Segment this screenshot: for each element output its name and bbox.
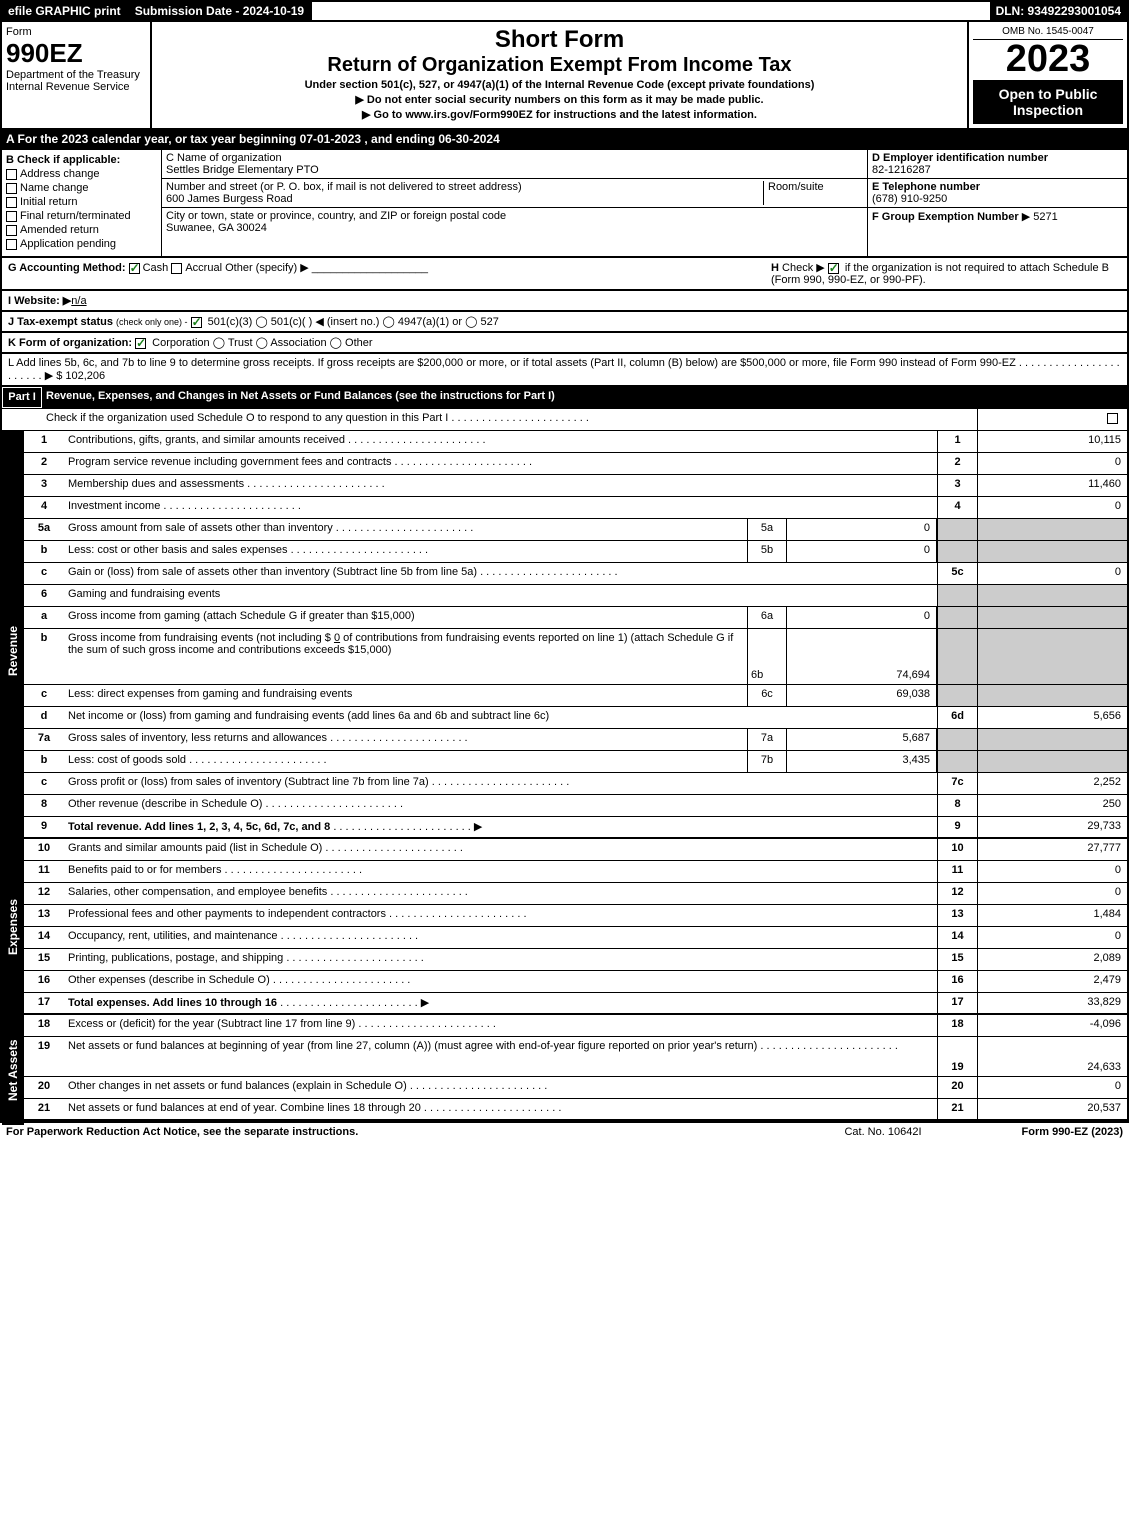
chk-schedule-o[interactable] xyxy=(1107,413,1118,424)
footer-catno: Cat. No. 10642I xyxy=(844,1126,921,1138)
group-number: ▶ 5271 xyxy=(1022,211,1058,223)
irs-label: Internal Revenue Service xyxy=(6,81,146,93)
line-11: 11Benefits paid to or for members110 xyxy=(0,861,1129,883)
d-ein-label: D Employer identification number xyxy=(872,152,1048,164)
section-d: D Employer identification number 82-1216… xyxy=(867,150,1127,256)
form-label: Form xyxy=(6,26,146,38)
revenue-tab: Revenue xyxy=(2,431,24,871)
chk-address-change[interactable]: Address change xyxy=(6,168,157,180)
line-16: 16Other expenses (describe in Schedule O… xyxy=(0,971,1129,993)
c-addr-label: Number and street (or P. O. box, if mail… xyxy=(166,181,763,193)
line-6a: aGross income from gaming (attach Schedu… xyxy=(0,607,1129,629)
part1-check: Check if the organization used Schedule … xyxy=(0,409,1129,431)
chk-name-change[interactable]: Name change xyxy=(6,182,157,194)
line-15: 15Printing, publications, postage, and s… xyxy=(0,949,1129,971)
line-9: 9Total revenue. Add lines 1, 2, 3, 4, 5c… xyxy=(0,817,1129,839)
f-group-label: F Group Exemption Number xyxy=(872,211,1019,223)
org-info-grid: B Check if applicable: Address change Na… xyxy=(0,150,1129,258)
chk-schedule-b[interactable] xyxy=(828,263,839,274)
line-17: 17Total expenses. Add lines 10 through 1… xyxy=(0,993,1129,1015)
part1-label: Part I xyxy=(2,387,42,408)
gross-receipts: ▶ $ 102,206 xyxy=(45,370,105,382)
part1-title: Revenue, Expenses, and Changes in Net As… xyxy=(42,387,1127,408)
line-13: 13Professional fees and other payments t… xyxy=(0,905,1129,927)
top-bar: efile GRAPHIC print Submission Date - 20… xyxy=(0,0,1129,22)
g-label: G Accounting Method: xyxy=(8,262,126,274)
netassets-tab: Net Assets xyxy=(2,1015,24,1125)
expenses-tab: Expenses xyxy=(2,839,24,1015)
line-6d: dNet income or (loss) from gaming and fu… xyxy=(0,707,1129,729)
footer-formref: Form 990-EZ (2023) xyxy=(1022,1126,1123,1138)
chk-accrual[interactable] xyxy=(171,263,182,274)
ein: 82-1216287 xyxy=(872,164,931,176)
line-19: 19Net assets or fund balances at beginni… xyxy=(0,1037,1129,1077)
subtitle-section: Under section 501(c), 527, or 4947(a)(1)… xyxy=(156,79,963,91)
row-k: K Form of organization: Corporation ◯ Tr… xyxy=(0,333,1129,354)
chk-final-return[interactable]: Final return/terminated xyxy=(6,210,157,222)
line-18: Net Assets 18Excess or (deficit) for the… xyxy=(0,1015,1129,1037)
row-i: I Website: ▶n/a xyxy=(0,291,1129,312)
chk-application-pending[interactable]: Application pending xyxy=(6,238,157,250)
room-suite-label: Room/suite xyxy=(763,181,863,205)
title-short-form: Short Form xyxy=(156,26,963,54)
org-city: Suwanee, GA 30024 xyxy=(166,222,863,234)
line-7c: cGross profit or (loss) from sales of in… xyxy=(0,773,1129,795)
submission-date: Submission Date - 2024-10-19 xyxy=(129,2,312,20)
line-5b: bLess: cost or other basis and sales exp… xyxy=(0,541,1129,563)
page-footer: For Paperwork Reduction Act Notice, see … xyxy=(0,1121,1129,1141)
b-label: B Check if applicable: xyxy=(6,154,120,166)
header-right: OMB No. 1545-0047 2023 Open to Public In… xyxy=(967,22,1127,128)
part1-header: Part I Revenue, Expenses, and Changes in… xyxy=(0,387,1129,409)
e-tel-label: E Telephone number xyxy=(872,181,980,193)
chk-corporation[interactable] xyxy=(135,338,146,349)
line-10: Expenses 10Grants and similar amounts pa… xyxy=(0,839,1129,861)
form-number: 990EZ xyxy=(6,38,146,69)
line-5c: cGain or (loss) from sale of assets othe… xyxy=(0,563,1129,585)
org-name: Settles Bridge Elementary PTO xyxy=(166,164,863,176)
row-j: J Tax-exempt status (check only one) - 5… xyxy=(0,312,1129,333)
chk-cash[interactable] xyxy=(129,263,140,274)
line-20: 20Other changes in net assets or fund ba… xyxy=(0,1077,1129,1099)
tax-year: 2023 xyxy=(973,40,1123,78)
line-4: 4Investment income40 xyxy=(0,497,1129,519)
line-5a: 5aGross amount from sale of assets other… xyxy=(0,519,1129,541)
dln: DLN: 93492293001054 xyxy=(990,2,1127,20)
line-6: 6Gaming and fundraising events xyxy=(0,585,1129,607)
subtitle-ssn: ▶ Do not enter social security numbers o… xyxy=(156,93,963,106)
chk-initial-return[interactable]: Initial return xyxy=(6,196,157,208)
chk-amended-return[interactable]: Amended return xyxy=(6,224,157,236)
line-2: 2Program service revenue including gover… xyxy=(0,453,1129,475)
telephone: (678) 910-9250 xyxy=(872,193,947,205)
row-l: L Add lines 5b, 6c, and 7b to line 9 to … xyxy=(0,354,1129,387)
chk-501c3[interactable] xyxy=(191,317,202,328)
header-left: Form 990EZ Department of the Treasury In… xyxy=(2,22,152,128)
section-b: B Check if applicable: Address change Na… xyxy=(2,150,162,256)
section-c: C Name of organization Settles Bridge El… xyxy=(162,150,867,256)
line-8: 8Other revenue (describe in Schedule O)8… xyxy=(0,795,1129,817)
subtitle-goto: ▶ Go to www.irs.gov/Form990EZ for instru… xyxy=(156,108,963,121)
footer-notice: For Paperwork Reduction Act Notice, see … xyxy=(6,1126,358,1138)
efile-print-button[interactable]: efile GRAPHIC print xyxy=(2,2,129,20)
line-7a: 7aGross sales of inventory, less returns… xyxy=(0,729,1129,751)
line-6b: bGross income from fundraising events (n… xyxy=(0,629,1129,685)
c-name-label: C Name of organization xyxy=(166,152,863,164)
row-a-tax-year: A For the 2023 calendar year, or tax yea… xyxy=(0,130,1129,150)
line-3: 3Membership dues and assessments311,460 xyxy=(0,475,1129,497)
website-value: n/a xyxy=(71,295,86,307)
title-return: Return of Organization Exempt From Incom… xyxy=(156,54,963,77)
dept-label: Department of the Treasury xyxy=(6,69,146,81)
open-inspection: Open to Public Inspection xyxy=(973,80,1123,124)
line-12: 12Salaries, other compensation, and empl… xyxy=(0,883,1129,905)
line-14: 14Occupancy, rent, utilities, and mainte… xyxy=(0,927,1129,949)
c-city-label: City or town, state or province, country… xyxy=(166,210,863,222)
header-center: Short Form Return of Organization Exempt… xyxy=(152,22,967,128)
line-6c: cLess: direct expenses from gaming and f… xyxy=(0,685,1129,707)
h-label: H xyxy=(771,262,779,274)
org-address: 600 James Burgess Road xyxy=(166,193,763,205)
line-7b: bLess: cost of goods sold7b3,435 xyxy=(0,751,1129,773)
line-1: Revenue 1Contributions, gifts, grants, a… xyxy=(0,431,1129,453)
form-header: Form 990EZ Department of the Treasury In… xyxy=(0,22,1129,130)
row-g-h: G Accounting Method: Cash Accrual Other … xyxy=(0,258,1129,291)
line-21: 21Net assets or fund balances at end of … xyxy=(0,1099,1129,1121)
